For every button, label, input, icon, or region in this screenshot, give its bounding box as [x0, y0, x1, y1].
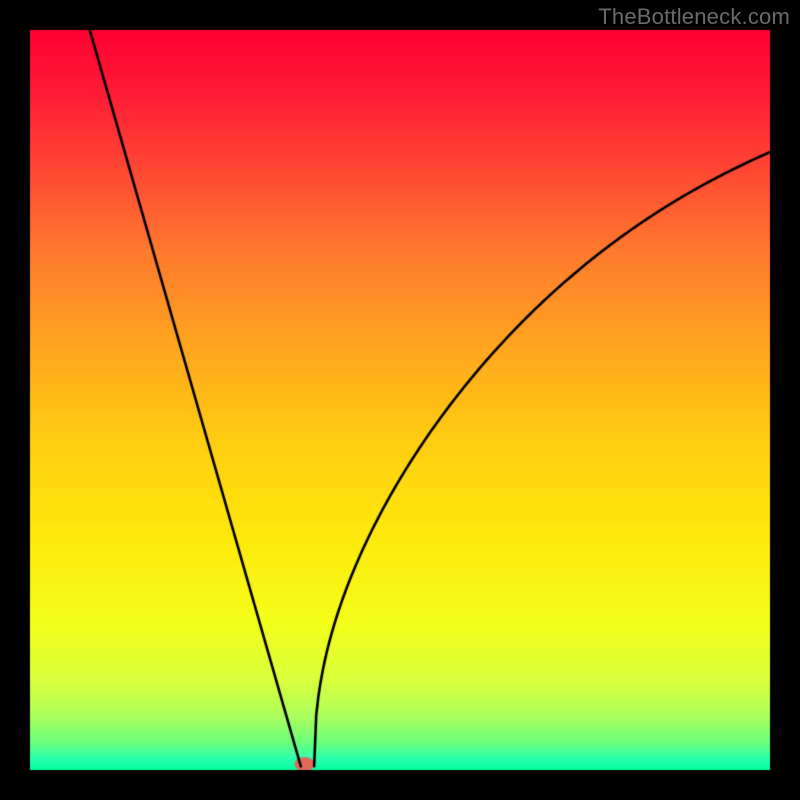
bottleneck-chart	[0, 0, 800, 800]
chart-container: TheBottleneck.com	[0, 0, 800, 800]
watermark-label: TheBottleneck.com	[598, 4, 790, 30]
